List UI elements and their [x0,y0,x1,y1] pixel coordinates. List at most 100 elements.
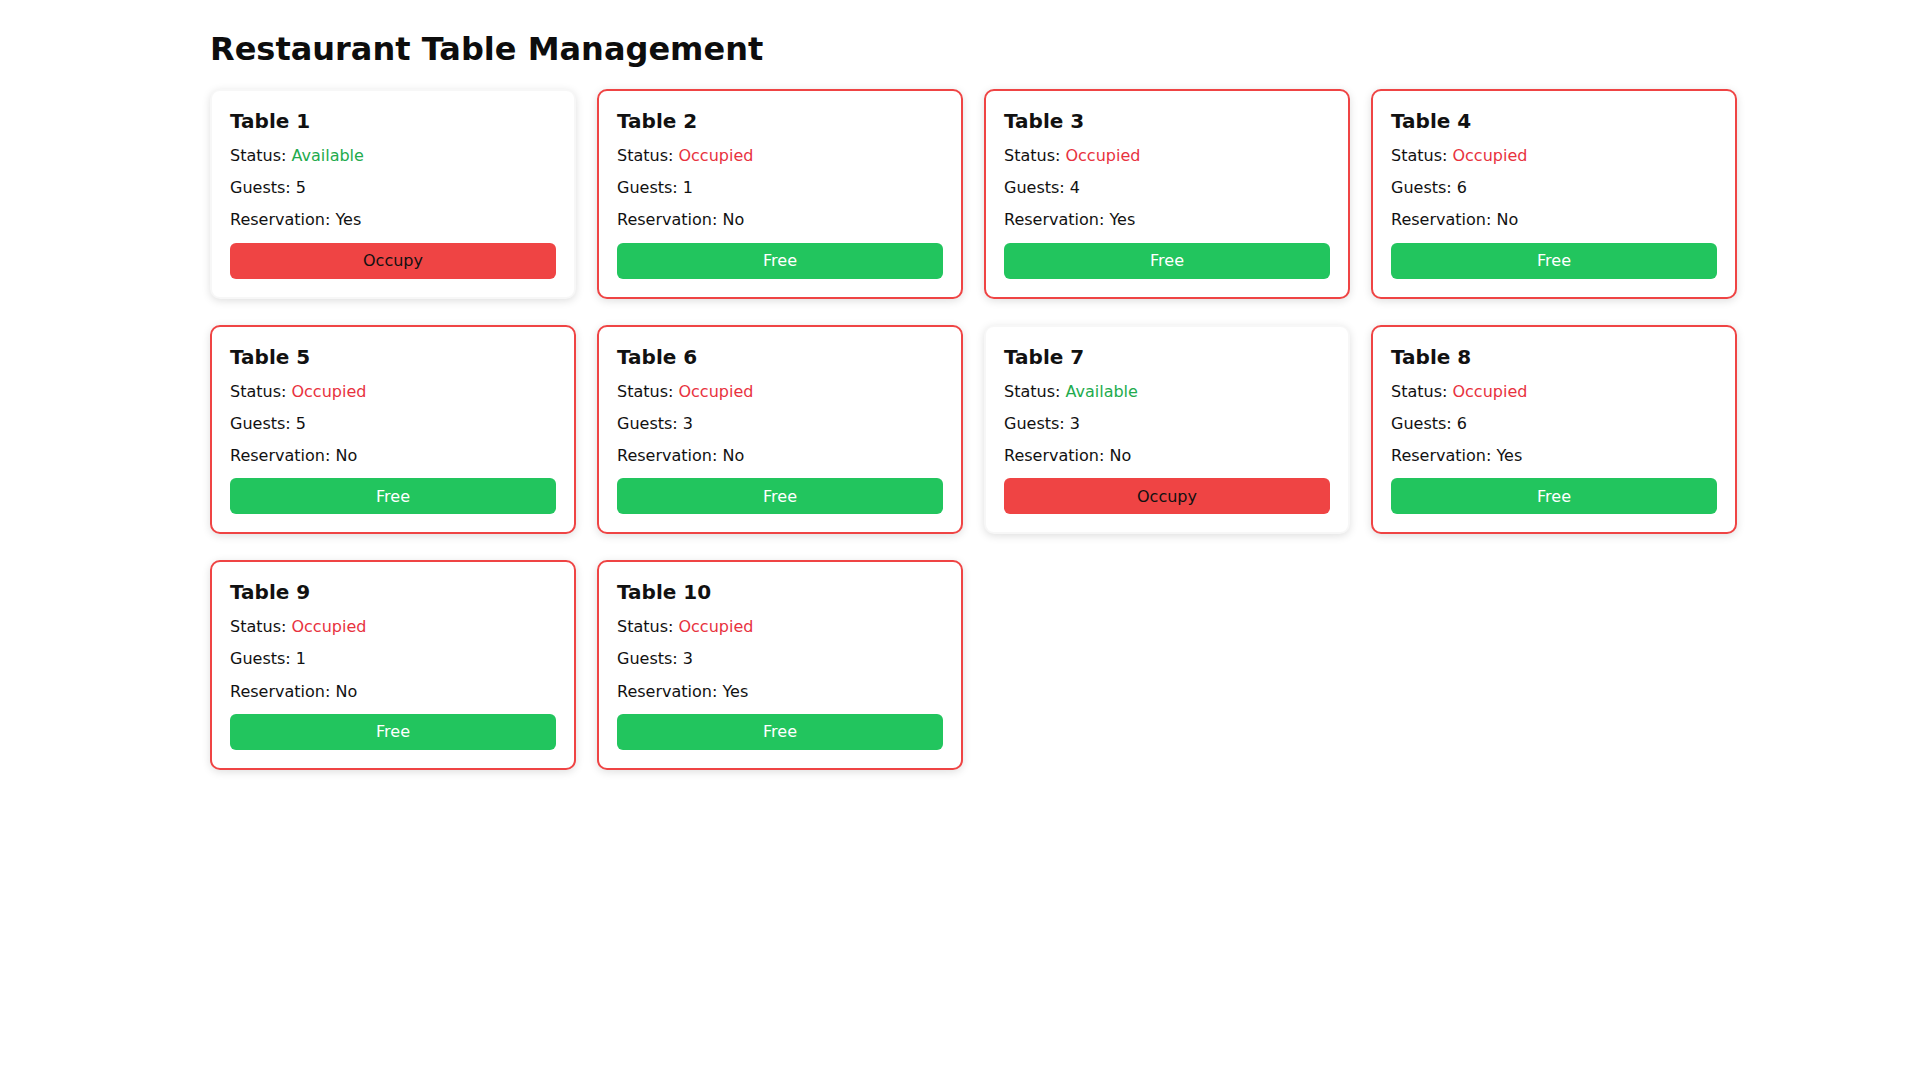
status-label: Status: [230,146,286,165]
table-card: Table 10 Status: Occupied Guests: 3 Rese… [597,560,963,770]
guests-label: Guests: [1391,414,1452,433]
reservation-label: Reservation: [230,682,330,701]
guests-label: Guests: [617,649,678,668]
status-line: Status: Available [1004,382,1330,401]
guests-value: 5 [296,178,306,197]
reservation-line: Reservation: No [230,682,556,701]
guests-label: Guests: [1391,178,1452,197]
reservation-label: Reservation: [1004,210,1104,229]
reservation-label: Reservation: [617,446,717,465]
guests-line: Guests: 6 [1391,178,1717,197]
guests-label: Guests: [617,178,678,197]
table-card: Table 3 Status: Occupied Guests: 4 Reser… [984,89,1350,299]
guests-line: Guests: 1 [230,649,556,668]
reservation-label: Reservation: [1391,446,1491,465]
reservation-line: Reservation: No [1004,446,1330,465]
table-card: Table 4 Status: Occupied Guests: 6 Reser… [1371,89,1737,299]
guests-line: Guests: 1 [617,178,943,197]
guests-value: 5 [296,414,306,433]
table-action-button[interactable]: Occupy [230,243,556,279]
guests-line: Guests: 5 [230,414,556,433]
guests-line: Guests: 6 [1391,414,1717,433]
status-value: Occupied [678,146,753,165]
reservation-value: Yes [335,210,361,229]
table-action-button[interactable]: Free [230,714,556,750]
status-label: Status: [1391,382,1447,401]
table-name: Table 8 [1391,345,1717,369]
reservation-label: Reservation: [617,682,717,701]
reservation-line: Reservation: No [230,446,556,465]
status-value: Occupied [678,382,753,401]
reservation-value: No [722,210,744,229]
table-card: Table 8 Status: Occupied Guests: 6 Reser… [1371,325,1737,535]
reservation-line: Reservation: Yes [230,210,556,229]
reservation-value: No [335,682,357,701]
status-line: Status: Occupied [1391,146,1717,165]
guests-line: Guests: 3 [1004,414,1330,433]
status-label: Status: [1004,146,1060,165]
table-grid: Table 1 Status: Available Guests: 5 Rese… [210,89,1737,770]
status-value: Occupied [291,382,366,401]
status-value: Available [291,146,363,165]
reservation-line: Reservation: Yes [1391,446,1717,465]
reservation-label: Reservation: [1391,210,1491,229]
reservation-value: No [1496,210,1518,229]
table-name: Table 2 [617,109,943,133]
guests-value: 1 [683,178,693,197]
status-line: Status: Available [230,146,556,165]
status-label: Status: [230,382,286,401]
reservation-value: Yes [1496,446,1522,465]
table-name: Table 9 [230,580,556,604]
guests-value: 4 [1070,178,1080,197]
table-card: Table 2 Status: Occupied Guests: 1 Reser… [597,89,963,299]
table-action-button[interactable]: Free [617,714,943,750]
table-action-button[interactable]: Free [617,478,943,514]
table-card: Table 7 Status: Available Guests: 3 Rese… [984,325,1350,535]
status-line: Status: Occupied [617,146,943,165]
reservation-line: Reservation: No [1391,210,1717,229]
table-action-button[interactable]: Free [1004,243,1330,279]
guests-label: Guests: [1004,178,1065,197]
status-label: Status: [230,617,286,636]
status-line: Status: Occupied [1391,382,1717,401]
guests-label: Guests: [1004,414,1065,433]
guests-value: 3 [683,649,693,668]
reservation-line: Reservation: Yes [617,682,943,701]
status-value: Occupied [1065,146,1140,165]
reservation-line: Reservation: No [617,210,943,229]
status-value: Available [1065,382,1137,401]
table-action-button[interactable]: Free [230,478,556,514]
table-name: Table 1 [230,109,556,133]
guests-value: 1 [296,649,306,668]
table-action-button[interactable]: Occupy [1004,478,1330,514]
table-card: Table 5 Status: Occupied Guests: 5 Reser… [210,325,576,535]
status-value: Occupied [1452,146,1527,165]
status-line: Status: Occupied [617,382,943,401]
table-name: Table 5 [230,345,556,369]
reservation-value: Yes [1109,210,1135,229]
guests-label: Guests: [230,414,291,433]
guests-label: Guests: [230,178,291,197]
table-action-button[interactable]: Free [617,243,943,279]
reservation-value: Yes [722,682,748,701]
status-value: Occupied [678,617,753,636]
guests-value: 6 [1457,178,1467,197]
page-title: Restaurant Table Management [210,30,1737,68]
reservation-label: Reservation: [230,210,330,229]
guests-label: Guests: [617,414,678,433]
guests-label: Guests: [230,649,291,668]
table-name: Table 6 [617,345,943,369]
status-label: Status: [1004,382,1060,401]
table-action-button[interactable]: Free [1391,478,1717,514]
table-card: Table 9 Status: Occupied Guests: 1 Reser… [210,560,576,770]
reservation-label: Reservation: [230,446,330,465]
table-action-button[interactable]: Free [1391,243,1717,279]
status-value: Occupied [291,617,366,636]
table-card: Table 1 Status: Available Guests: 5 Rese… [210,89,576,299]
table-name: Table 3 [1004,109,1330,133]
reservation-value: No [722,446,744,465]
status-value: Occupied [1452,382,1527,401]
guests-value: 3 [1070,414,1080,433]
guests-line: Guests: 5 [230,178,556,197]
reservation-line: Reservation: Yes [1004,210,1330,229]
